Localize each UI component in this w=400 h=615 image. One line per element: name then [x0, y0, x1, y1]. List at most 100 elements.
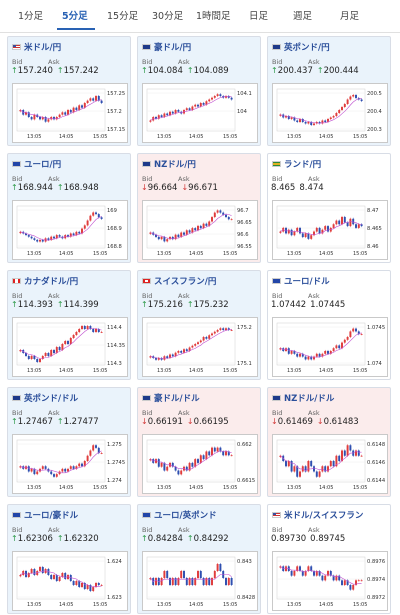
ask-value: ↑157.242	[57, 66, 99, 76]
candlestick-chart[interactable]: 1.0745 1.074 13:05 14:05 15:05	[272, 317, 388, 377]
plot-area	[146, 556, 236, 600]
candlestick-chart[interactable]: 175.2 175.1 13:05 14:05 15:05	[142, 317, 258, 377]
candle-body	[360, 334, 363, 335]
candlestick-chart[interactable]: 1.624 1.623 13:05 14:05 15:05	[12, 551, 128, 611]
candle-body	[166, 356, 169, 358]
candle-body	[89, 215, 92, 221]
candle-body	[155, 578, 157, 585]
rate-card[interactable]: スイスフラン/円 Bid Ask ↑175.216 ↑175.232 175.2 175.1…	[137, 270, 261, 380]
bid-ask-labels: Bid Ask	[272, 526, 320, 534]
candle-body	[78, 329, 81, 332]
bid-label: Bid	[12, 58, 23, 66]
candle-body	[290, 571, 293, 576]
pair-title[interactable]: 英ポンド/ドル	[12, 392, 78, 404]
candle-body	[97, 583, 100, 585]
pair-title[interactable]: 米ドル/スイスフラン	[272, 509, 363, 521]
candle-body	[335, 575, 338, 581]
candle-body	[191, 462, 194, 467]
pair-title[interactable]: 英ポンド/円	[272, 41, 330, 53]
x-tick-label: 15:05	[353, 134, 367, 140]
rate-card[interactable]: 米ドル/スイスフラン Bid Ask 0.89730 0.89745 0.8976 0.89…	[267, 504, 391, 614]
pair-name: 豪ドル/円	[154, 43, 192, 53]
tab-weekly[interactable]: 週足	[293, 11, 313, 22]
candle-body	[324, 226, 327, 230]
rate-card[interactable]: ランド/円 Bid Ask 8.465 8.474 8.47 8.465 8.46 13:05 1…	[267, 153, 391, 263]
candle-body	[230, 219, 233, 221]
rate-card[interactable]: NZドル/ドル Bid Ask ↓0.61469 ↓0.61483 0.6148 0.614…	[267, 387, 391, 497]
moving-average-line	[280, 451, 362, 471]
candle-body	[75, 107, 78, 110]
candle-body	[44, 353, 47, 356]
pair-title[interactable]: NZドル/円	[142, 158, 196, 170]
candle-body	[67, 468, 69, 472]
rate-card[interactable]: ユーロ/円 Bid Ask ↑168.944 ↑168.948 169 168.9 168.8…	[7, 153, 131, 263]
x-tick-label: 15:05	[353, 602, 367, 608]
rate-card[interactable]: ユーロ/英ポンド Bid Ask ↑0.84284 ↑0.84292 0.843 0.842…	[137, 504, 261, 614]
rate-card[interactable]: 米ドル/円 Bid Ask ↑157.240 ↑157.242 157.25 157.2 15…	[7, 36, 131, 146]
candle-body	[296, 227, 299, 232]
moving-average-line	[150, 450, 232, 471]
candle-body	[72, 107, 75, 113]
candlestick-chart[interactable]: 0.6148 0.6146 0.6144 13:05 14:05 15:05	[272, 434, 388, 494]
candlestick-chart[interactable]: 114.4 114.35 114.3 13:05 14:05 15:05	[12, 317, 128, 377]
tab-15min[interactable]: 15分足	[107, 11, 139, 22]
rate-card[interactable]: ユーロ/ドル Bid Ask 1.07442 1.07445 1.0745 1.074 13:…	[267, 270, 391, 380]
rate-card[interactable]: ユーロ/豪ドル Bid Ask ↑1.62306 ↑1.62320 1.624 1.623 1…	[7, 504, 131, 614]
pair-title[interactable]: スイスフラン/円	[142, 275, 216, 287]
pair-title[interactable]: ユーロ/円	[12, 158, 61, 170]
candle-body	[86, 455, 89, 461]
candlestick-chart[interactable]: 0.8976 0.8974 0.8972 13:05 14:05 15:05	[272, 551, 388, 611]
candle-body	[61, 112, 64, 115]
candle-body	[169, 578, 171, 585]
tab-30min[interactable]: 30分足	[152, 11, 184, 22]
candle-body	[213, 447, 216, 452]
candlestick-chart[interactable]: 8.47 8.465 8.46 13:05 14:05 15:05	[272, 200, 388, 260]
candle-body	[225, 214, 227, 218]
chart-svg: 104.1 104 13:05 14:05 15:05	[146, 88, 252, 140]
candle-body	[307, 461, 310, 472]
candlestick-chart[interactable]: 0.662 0.6615 13:05 14:05 15:05	[142, 434, 258, 494]
arrow-up-icon: ↑	[141, 66, 148, 75]
candle-body	[202, 337, 205, 341]
tab-5min[interactable]: 5分足	[62, 11, 88, 22]
rate-card[interactable]: 英ポンド/円 Bid Ask ↑200.437 ↑200.444 200.5 200.4 20…	[267, 36, 391, 146]
candlestick-chart[interactable]: 157.25 157.2 157.15 13:05 14:05 15:05	[12, 83, 128, 143]
candlestick-chart[interactable]: 104.1 104 13:05 14:05 15:05	[142, 83, 258, 143]
pair-title[interactable]: カナダドル/円	[12, 275, 78, 287]
pair-title[interactable]: ランド/円	[272, 158, 321, 170]
rate-card[interactable]: 豪ドル/ドル Bid Ask ↓0.66191 ↓0.66195 0.662 0.6615 1…	[137, 387, 261, 497]
candlestick-chart[interactable]: 96.7 96.65 96.6 96.55 13:05 14:05 15:05	[142, 200, 258, 260]
candle-body	[343, 216, 346, 223]
pair-title[interactable]: NZドル/ドル	[272, 392, 334, 404]
rate-card[interactable]: 英ポンド/ドル Bid Ask ↑1.27467 ↑1.27477 1.275 1.2745…	[7, 387, 131, 497]
pair-title[interactable]: ユーロ/ドル	[272, 275, 330, 287]
pair-title[interactable]: ユーロ/英ポンド	[142, 509, 217, 521]
pair-title[interactable]: 豪ドル/円	[142, 41, 191, 53]
pair-name: 米ドル/円	[24, 43, 62, 53]
x-tick-label: 15:05	[223, 134, 237, 140]
pair-title[interactable]: ユーロ/豪ドル	[12, 509, 78, 521]
tab-daily[interactable]: 日足	[249, 11, 269, 22]
candle-body	[33, 569, 36, 575]
candlestick-chart[interactable]: 200.5 200.4 200.3 13:05 14:05 15:05	[272, 83, 388, 143]
candle-body	[205, 223, 208, 226]
rate-card[interactable]: 豪ドル/円 Bid Ask ↑104.084 ↑104.089 104.1 104 13:05…	[137, 36, 261, 146]
pair-title[interactable]: 米ドル/円	[12, 41, 61, 53]
candlestick-chart[interactable]: 169 168.9 168.8 13:05 14:05 15:05	[12, 200, 128, 260]
tab-1min[interactable]: 1分足	[18, 11, 44, 22]
candlestick-chart[interactable]: 0.843 0.8428 13:05 14:05 15:05	[142, 551, 258, 611]
moving-average-line	[20, 216, 102, 241]
arrow-down-icon: ↓	[316, 417, 324, 426]
pair-title[interactable]: 豪ドル/ドル	[142, 392, 200, 404]
rate-card[interactable]: カナダドル/円 Bid Ask ↑114.393 ↑114.399 114.4 114.35…	[7, 270, 131, 380]
candle-body	[296, 120, 299, 122]
rate-card[interactable]: NZドル/円 Bid Ask ↓96.664 ↓96.671 96.7 96.65 96.6 9…	[137, 153, 261, 263]
tab-monthly[interactable]: 月足	[340, 11, 360, 22]
candle-body	[287, 348, 290, 354]
ask-label: Ask	[48, 409, 60, 417]
candle-body	[318, 353, 321, 357]
y-tick-label: 168.8	[107, 244, 122, 250]
tab-1hour[interactable]: 1時間足	[196, 11, 231, 22]
candlestick-chart[interactable]: 1.275 1.2745 1.274 13:05 14:05 15:05	[12, 434, 128, 494]
candle-body	[188, 108, 191, 110]
